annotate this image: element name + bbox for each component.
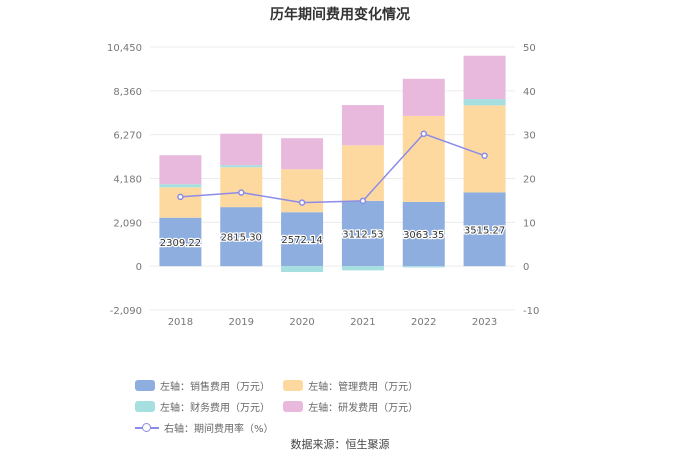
legend-label-rnd: 左轴：研发费用（万元） <box>308 403 419 414</box>
y-left-tick-label: 4,180 <box>113 175 142 186</box>
bar-segment-0 <box>463 192 506 267</box>
rate-point <box>177 193 184 201</box>
legend-label-sales: 左轴：销售费用（万元） <box>160 382 270 393</box>
y-left-tick-label: 2,090 <box>113 218 142 229</box>
bar-segment-3 <box>281 138 324 170</box>
rate-point <box>238 189 245 196</box>
bar-segment-0 <box>341 200 384 267</box>
legend-item-finance[interactable]: 左轴：财务费用（万元） <box>135 399 270 414</box>
bar-segment-3 <box>402 78 445 116</box>
bar-data-label: 3112.53 <box>342 230 383 241</box>
rate-point <box>481 152 488 159</box>
chart-legend: 左轴：销售费用（万元） 左轴：管理费用（万元） 左轴：财务费用（万元） 左轴：研… <box>135 378 555 441</box>
bar-segment-3 <box>463 55 506 100</box>
legend-label-admin: 左轴：管理费用（万元） <box>308 382 419 393</box>
rate-point <box>420 130 427 138</box>
bar-segment-2 <box>159 184 202 188</box>
rate-point <box>359 197 367 205</box>
bar-segment-1 <box>402 115 445 202</box>
bar-segment-2 <box>341 266 384 271</box>
chart-canvas: 10,450 8,360 6,270 4,180 2,090 0 -2,090 50 40 30 2… <box>107 43 539 328</box>
bar-segment-2 <box>463 99 506 106</box>
legend-swatch-admin <box>283 380 304 391</box>
y-right-tick-label: 10 <box>523 218 536 229</box>
legend-item-sales[interactable]: 左轴：销售费用（万元） <box>135 378 270 393</box>
y-right-tick-label: 30 <box>523 131 536 142</box>
legend-label-rate: 右轴：期间费用率（%） <box>164 424 274 435</box>
rate-line <box>180 132 485 204</box>
bar-segment-1 <box>220 167 263 208</box>
y-right-tick-label: -10 <box>523 306 539 317</box>
bar-data-label: 2309.22 <box>160 238 201 249</box>
bar-segment-1 <box>341 145 384 201</box>
bar-segment-1 <box>463 105 506 193</box>
chart-title: 历年期间费用变化情况 <box>270 7 410 23</box>
x-tick-label: 2021 <box>350 317 375 328</box>
y-right-tick-label: 0 <box>523 262 529 273</box>
y-right-tick-label: 40 <box>523 87 536 98</box>
y-right-tick-label: 50 <box>523 43 536 54</box>
y-right-tick-label: 20 <box>523 175 536 186</box>
bar-segment-1 <box>159 187 202 218</box>
bar-segment-2 <box>402 266 445 268</box>
x-tick-label: 2019 <box>229 317 254 328</box>
y-left-tick-label: 10,450 <box>107 43 142 54</box>
bar-segment-2 <box>281 266 324 273</box>
legend-swatch-sales <box>135 380 155 391</box>
bar-segment-0 <box>281 212 324 267</box>
x-tick-label: 2020 <box>289 317 314 328</box>
bar-data-label: 2572.14 <box>281 235 322 246</box>
bar-segment-3 <box>220 133 263 166</box>
legend-item-rate[interactable]: 右轴：期间费用率（%） <box>135 420 274 435</box>
bar-data-label: 3515.27 <box>464 225 505 236</box>
legend-swatch-finance <box>135 401 155 412</box>
y-left-tick-label: 0 <box>136 262 142 273</box>
bar-segment-3 <box>159 155 202 185</box>
legend-swatch-rate <box>135 422 159 433</box>
x-tick-label: 2018 <box>168 317 193 328</box>
x-tick-label: 2023 <box>472 317 497 328</box>
legend-item-admin[interactable]: 左轴：管理费用（万元） <box>283 378 418 393</box>
y-left-tick-label: 8,360 <box>113 87 142 98</box>
bar-data-label: 2815.30 <box>221 233 262 244</box>
legend-item-rnd[interactable]: 左轴：研发费用（万元） <box>283 399 418 414</box>
rate-point <box>298 199 306 206</box>
x-tick-label: 2022 <box>411 317 436 328</box>
y-left-tick-label: 6,270 <box>113 131 142 142</box>
legend-label-finance: 左轴：财务费用（万元） <box>160 403 270 414</box>
bar-segment-0 <box>159 217 202 267</box>
bar-segment-0 <box>402 201 445 267</box>
bar-data-label: 3063.35 <box>403 230 444 241</box>
bar-segment-2 <box>220 165 263 168</box>
data-source: 数据来源：恒生聚源 <box>290 438 390 451</box>
bar-segment-3 <box>341 105 384 146</box>
bar-segment-0 <box>220 207 263 267</box>
y-left-tick-label: -2,090 <box>110 306 142 317</box>
legend-swatch-rnd <box>283 401 304 412</box>
